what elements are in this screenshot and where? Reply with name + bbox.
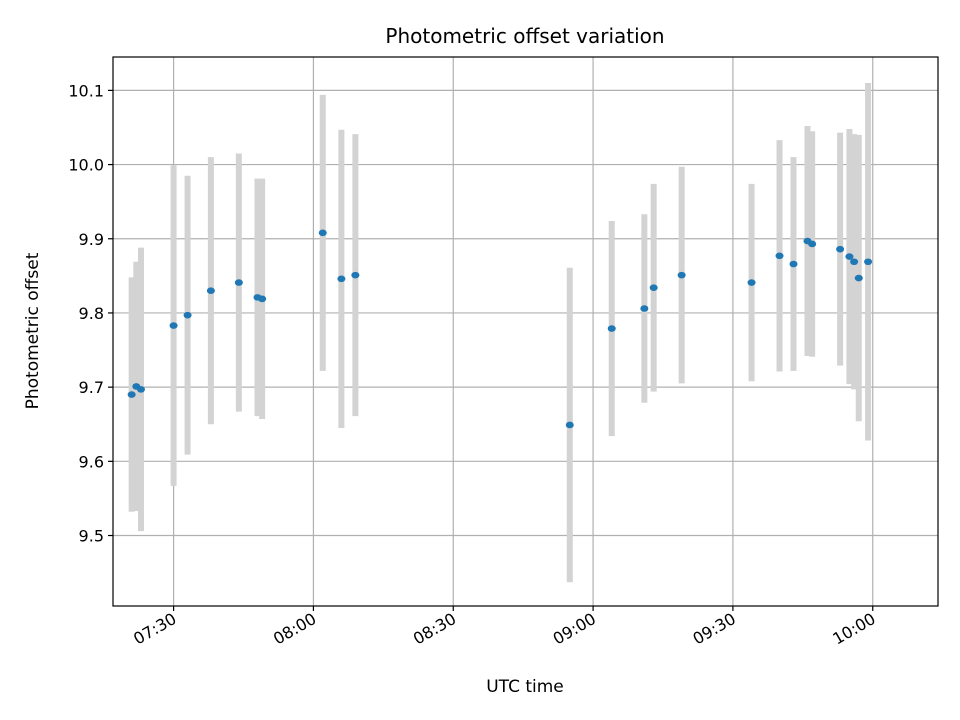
data-point (845, 253, 854, 260)
y-tick-label: 10.0 (68, 156, 104, 175)
data-point (607, 325, 616, 332)
y-tick-label: 9.7 (79, 378, 104, 397)
y-tick-label: 9.6 (79, 452, 104, 471)
data-point (127, 391, 136, 398)
data-point (169, 322, 178, 329)
data-point (206, 287, 215, 294)
data-point (808, 240, 817, 248)
data-point (351, 271, 360, 279)
data-point (789, 260, 798, 268)
data-point (775, 252, 784, 260)
data-point (258, 295, 267, 303)
y-axis-label: Photometric offset (23, 252, 43, 409)
plot-frame (112, 56, 939, 607)
data-point (234, 279, 243, 286)
data-point (565, 421, 574, 429)
data-point (854, 274, 863, 282)
y-tick-label: 9.8 (79, 304, 104, 323)
data-point (318, 229, 327, 237)
y-tick-label: 9.5 (79, 527, 104, 546)
y-tick-label: 9.9 (79, 230, 104, 249)
data-point (640, 305, 649, 312)
data-point (337, 275, 346, 283)
y-tick-label: 10.1 (68, 81, 104, 100)
data-point (747, 279, 756, 286)
x-axis-label: UTC time (486, 677, 564, 697)
data-point (677, 271, 686, 279)
data-point (864, 258, 873, 266)
data-point (649, 284, 658, 292)
data-point (183, 311, 192, 319)
data-point (136, 386, 145, 393)
data-points (127, 229, 873, 429)
data-point (850, 258, 859, 266)
grid (113, 57, 938, 606)
data-point (836, 245, 845, 253)
chart-title: Photometric offset variation (385, 24, 664, 48)
